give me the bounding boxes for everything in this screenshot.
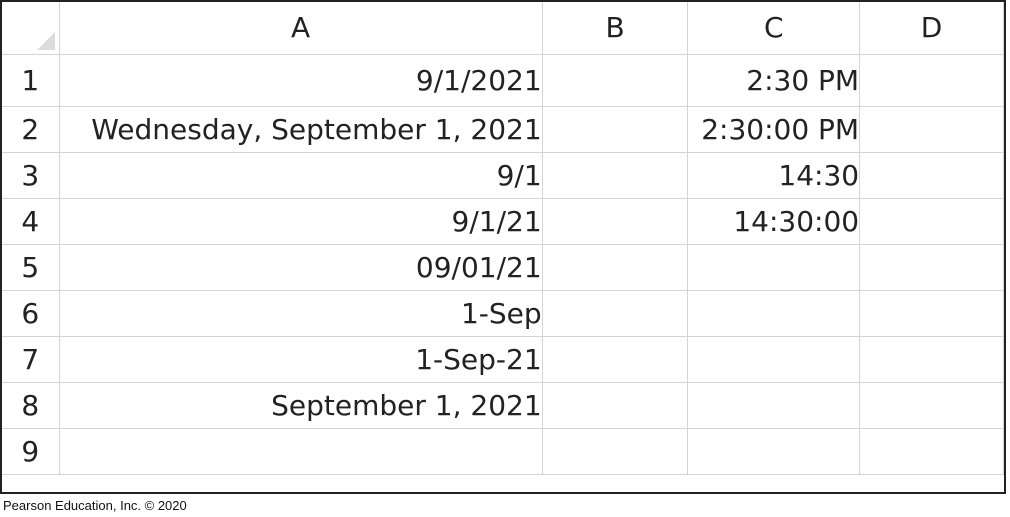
cell-d4[interactable] [859,198,1004,245]
cell-a6[interactable]: 1-Sep [59,290,543,337]
grid-body: 1 9/1/2021 2:30 PM 2 Wednesday, September 1,… [2,54,1004,475]
cell-b4[interactable] [542,198,689,245]
row-header-3[interactable]: 3 [2,152,60,199]
cell-c9[interactable] [687,428,861,475]
cell-d5[interactable] [859,244,1004,291]
column-header-a[interactable]: A [59,2,543,55]
cell-a9[interactable] [59,428,543,475]
cell-b8[interactable] [542,382,689,429]
row-header-4[interactable]: 4 [2,198,60,245]
table-row: 5 09/01/21 [2,244,1004,291]
row-header-5[interactable]: 5 [2,244,60,291]
table-row: 8 September 1, 2021 [2,382,1004,429]
cell-b5[interactable] [542,244,689,291]
cell-c3[interactable]: 14:30 [687,152,861,199]
column-header-c[interactable]: C [687,2,861,55]
table-row: 4 9/1/21 14:30:00 [2,198,1004,245]
cell-c1[interactable]: 2:30 PM [687,54,861,107]
cell-a2[interactable]: Wednesday, September 1, 2021 [59,106,543,153]
cell-c4[interactable]: 14:30:00 [687,198,861,245]
row-header-1[interactable]: 1 [2,54,60,107]
cell-b1[interactable] [542,54,689,107]
cell-b9[interactable] [542,428,689,475]
cell-d1[interactable] [859,54,1004,107]
table-row: 6 1-Sep [2,290,1004,337]
table-row: 9 [2,428,1004,475]
cell-b3[interactable] [542,152,689,199]
cell-d7[interactable] [859,336,1004,383]
column-header-d[interactable]: D [859,2,1004,55]
cell-a3[interactable]: 9/1 [59,152,543,199]
row-header-7[interactable]: 7 [2,336,60,383]
cell-b7[interactable] [542,336,689,383]
table-row: 1 9/1/2021 2:30 PM [2,54,1004,107]
table-row: 3 9/1 14:30 [2,152,1004,199]
cell-a8[interactable]: September 1, 2021 [59,382,543,429]
select-all-button[interactable] [2,2,60,55]
cell-c6[interactable] [687,290,861,337]
cell-c8[interactable] [687,382,861,429]
row-header-9[interactable]: 9 [2,428,60,475]
row-header-8[interactable]: 8 [2,382,60,429]
row-header-6[interactable]: 6 [2,290,60,337]
table-row: 7 1-Sep-21 [2,336,1004,383]
cell-d9[interactable] [859,428,1004,475]
select-all-triangle-icon [36,31,55,50]
cell-c2[interactable]: 2:30:00 PM [687,106,861,153]
cell-c5[interactable] [687,244,861,291]
cell-b6[interactable] [542,290,689,337]
cell-d3[interactable] [859,152,1004,199]
cell-a1[interactable]: 9/1/2021 [59,54,543,107]
cell-a4[interactable]: 9/1/21 [59,198,543,245]
column-header-b[interactable]: B [542,2,689,55]
row-header-2[interactable]: 2 [2,106,60,153]
copyright-notice: Pearson Education, Inc. © 2020 [3,498,187,513]
spreadsheet-frame: A B C D 1 9/1/2021 2:30 PM 2 Wednesday, Sept… [0,0,1006,494]
column-header-row: A B C D [2,2,1004,55]
table-row: 2 Wednesday, September 1, 2021 2:30:00 PM [2,106,1004,153]
cell-d6[interactable] [859,290,1004,337]
cell-d8[interactable] [859,382,1004,429]
spreadsheet-grid: A B C D 1 9/1/2021 2:30 PM 2 Wednesday, Sept… [2,2,1004,475]
cell-a5[interactable]: 09/01/21 [59,244,543,291]
cell-b2[interactable] [542,106,689,153]
cell-a7[interactable]: 1-Sep-21 [59,336,543,383]
cell-d2[interactable] [859,106,1004,153]
cell-c7[interactable] [687,336,861,383]
